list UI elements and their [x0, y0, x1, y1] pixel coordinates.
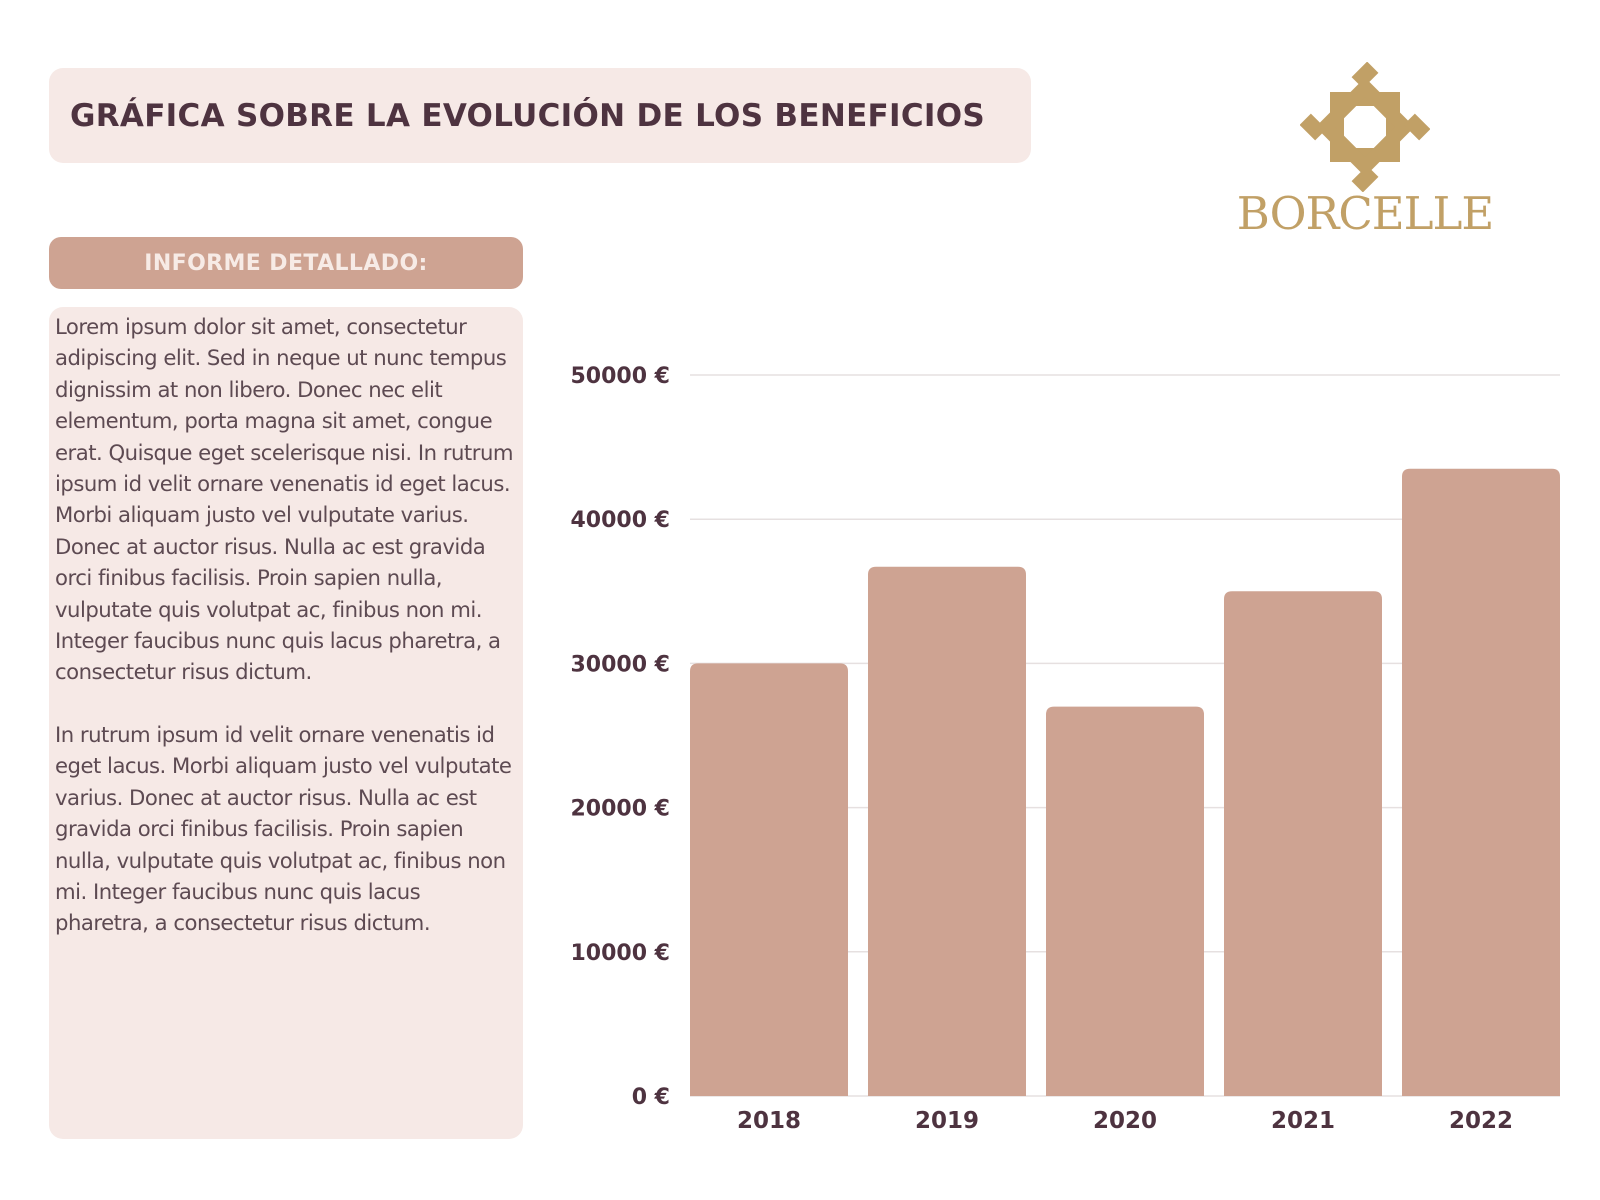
- y-tick-label: 0 €: [632, 1085, 670, 1110]
- bar-2018: [690, 663, 848, 1096]
- bar-2019: [868, 566, 1026, 1096]
- report-heading: INFORME DETALLADO:: [144, 250, 428, 276]
- report-paragraph-1: Lorem ipsum dolor sit amet, consectetur …: [55, 314, 514, 685]
- x-tick-label: 2020: [1093, 1108, 1157, 1134]
- x-tick-label: 2019: [915, 1108, 979, 1134]
- y-tick-label: 10000 €: [570, 941, 670, 966]
- y-tick-label: 20000 €: [570, 797, 670, 822]
- bar-2022: [1402, 468, 1560, 1096]
- brand-name: BORCELLE: [1236, 187, 1495, 240]
- profit-bar-chart: 0 € 10000 € 20000 € 30000 € 40000 € 50000 € 20…: [570, 364, 1560, 1134]
- bar-2020: [1046, 706, 1204, 1096]
- report-text-panel: Lorem ipsum dolor sit amet, consectetur …: [49, 307, 523, 1139]
- x-tick-label: 2021: [1271, 1108, 1335, 1134]
- bar-2021: [1224, 591, 1382, 1096]
- y-tick-label: 50000 €: [570, 364, 670, 389]
- brand-logo: BORCELLE: [1225, 62, 1505, 242]
- report-heading-banner: INFORME DETALLADO:: [49, 237, 523, 289]
- logo-emblem-icon: [1300, 62, 1430, 192]
- page-title: GRÁFICA SOBRE LA EVOLUCIÓN DE LOS BENEFI…: [70, 97, 986, 134]
- y-tick-label: 30000 €: [570, 652, 670, 677]
- title-banner: GRÁFICA SOBRE LA EVOLUCIÓN DE LOS BENEFI…: [49, 68, 1031, 163]
- x-tick-label: 2022: [1449, 1108, 1513, 1134]
- report-paragraph-2: In rutrum ipsum id velit ornare venenati…: [55, 721, 512, 936]
- x-tick-label: 2018: [737, 1108, 801, 1134]
- y-tick-label: 40000 €: [570, 508, 670, 533]
